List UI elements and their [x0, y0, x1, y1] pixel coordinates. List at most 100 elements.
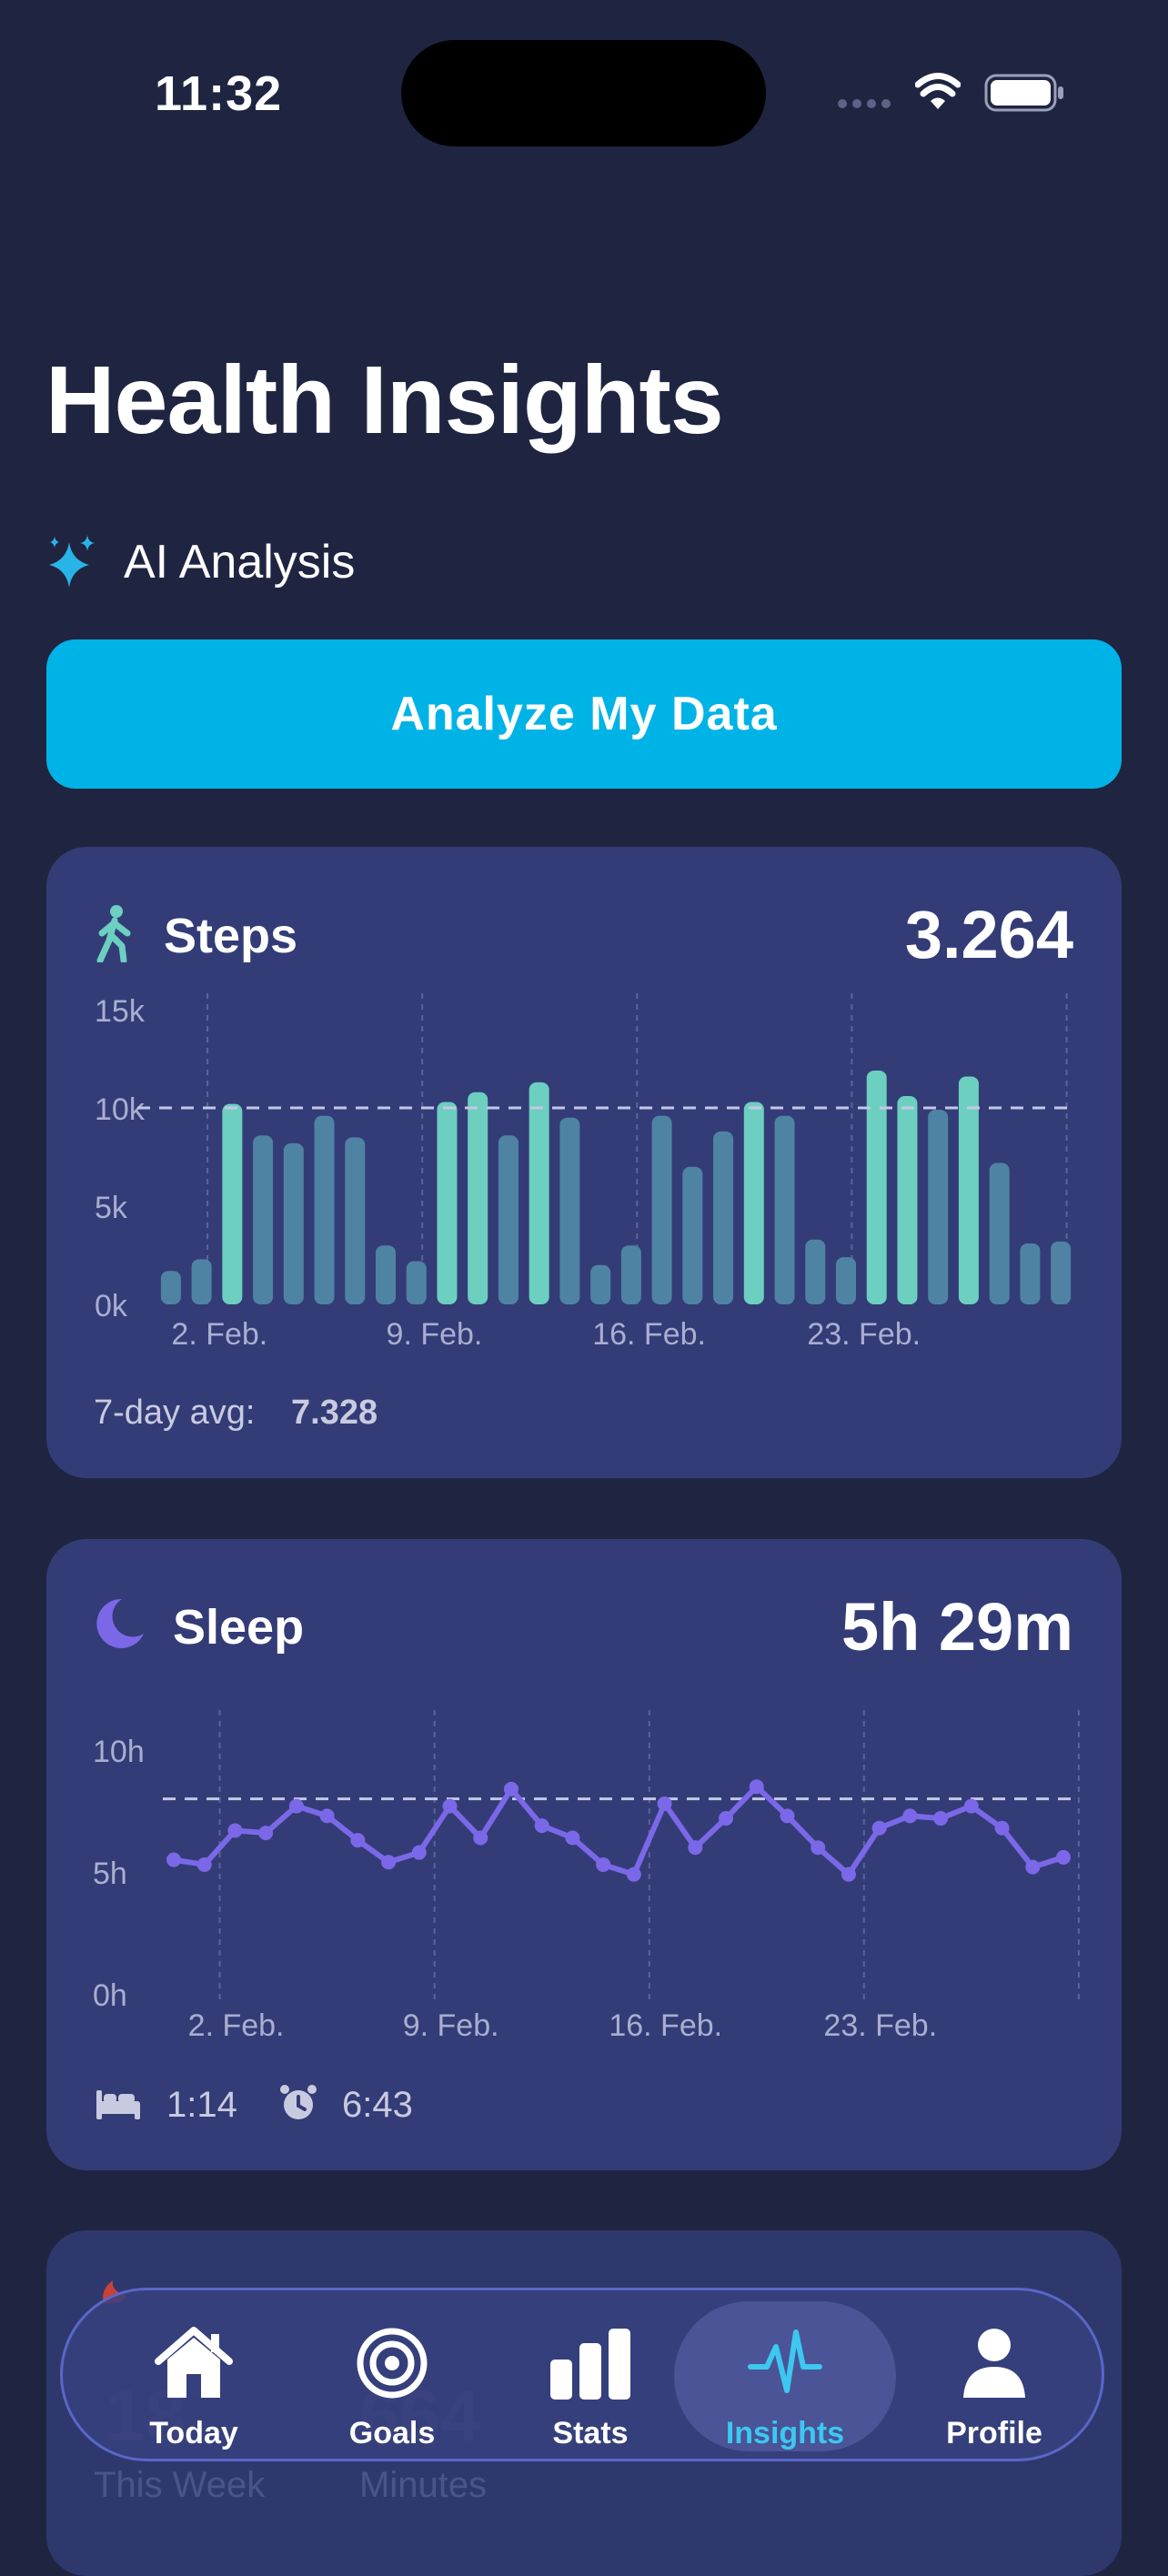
- sleep-point: [688, 1840, 703, 1856]
- steps-bar: [406, 1261, 427, 1304]
- sleep-point: [596, 1857, 611, 1872]
- tab-goals[interactable]: Goals: [292, 2301, 492, 2451]
- steps-x-tick-label: 23. Feb.: [807, 1317, 921, 1352]
- sleep-point: [442, 1798, 458, 1814]
- person-icon: [963, 2329, 1025, 2398]
- sleep-point: [381, 1855, 397, 1870]
- ai-analysis-label: AI Analysis: [124, 536, 356, 589]
- steps-bar: [468, 1092, 488, 1304]
- analyze-data-button[interactable]: Analyze My Data: [46, 639, 1122, 789]
- sleep-point: [780, 1808, 795, 1824]
- this-week-label: This Week: [94, 2465, 266, 2505]
- wifi-icon: [915, 73, 961, 109]
- bed-icon: [96, 2090, 140, 2119]
- sleep-x-tick-label: 2. Feb.: [188, 2008, 285, 2043]
- alarm-clock-icon: [280, 2085, 317, 2119]
- steps-title: Steps: [164, 909, 298, 963]
- sparkles-icon: [49, 535, 95, 588]
- page-title: Health Insights: [45, 347, 724, 454]
- steps-value: 3.264: [904, 897, 1073, 972]
- sleep-point: [1025, 1859, 1041, 1875]
- tab-bar: Today Goals Stats Insights Profile: [60, 2288, 1104, 2461]
- tab-profile-label: Profile: [946, 2416, 1042, 2450]
- steps-bar: [160, 1271, 181, 1304]
- tab-insights-label: Insights: [725, 2416, 845, 2450]
- steps-bar: [743, 1102, 764, 1304]
- steps-y-tick-label: 5k: [95, 1191, 128, 1225]
- sleep-y-tick-label: 10h: [93, 1735, 145, 1769]
- sleep-point: [719, 1811, 734, 1826]
- steps-bar: [805, 1239, 826, 1304]
- sleep-point: [350, 1833, 366, 1848]
- sleep-point: [933, 1811, 949, 1826]
- tab-stats[interactable]: Stats: [490, 2301, 690, 2451]
- tab-profile[interactable]: Profile: [894, 2301, 1094, 2451]
- steps-bar: [345, 1137, 366, 1304]
- steps-y-tick-label: 10k: [95, 1092, 146, 1127]
- sleep-point: [1056, 1849, 1071, 1865]
- moon-icon: [96, 1598, 144, 1648]
- steps-bar: [866, 1070, 887, 1304]
- steps-avg-value: 7.328: [291, 1394, 378, 1432]
- steps-bar: [559, 1117, 580, 1304]
- steps-bar: [958, 1076, 979, 1304]
- steps-bar: [376, 1245, 396, 1304]
- sleep-x-tick-label: 23. Feb.: [823, 2008, 937, 2043]
- house-icon: [155, 2327, 233, 2398]
- sleep-y-tick-label: 5h: [93, 1857, 127, 1891]
- steps-bar: [314, 1115, 335, 1304]
- sleep-point: [227, 1823, 243, 1838]
- steps-bar: [1020, 1243, 1041, 1304]
- steps-bar: [222, 1103, 243, 1304]
- steps-bar: [897, 1096, 918, 1304]
- steps-x-tick-label: 9. Feb.: [387, 1317, 483, 1352]
- steps-y-tick-label: 0k: [95, 1289, 128, 1323]
- sleep-chart: 10h 5h 0h 2. Feb. 9. Feb. 16. Feb. 23. Feb.: [93, 1710, 1080, 2043]
- wake-time-value: 6:43: [342, 2085, 413, 2125]
- tab-stats-label: Stats: [552, 2416, 629, 2450]
- sleep-value: 5h 29m: [841, 1589, 1073, 1665]
- walking-icon: [96, 905, 131, 962]
- steps-bar: [682, 1166, 703, 1304]
- sleep-point: [657, 1796, 672, 1811]
- steps-bar: [928, 1110, 949, 1304]
- steps-chart: 15k 10k 5k 0k 2. Feb. 9. Feb. 16. Feb. 23. Feb.: [95, 993, 1076, 1352]
- pulse-icon: [748, 2329, 822, 2393]
- steps-bar: [437, 1102, 458, 1304]
- minutes-label: Minutes: [359, 2465, 488, 2505]
- sleep-point: [963, 1798, 979, 1814]
- tab-today[interactable]: Today: [94, 2301, 294, 2451]
- sleep-point: [565, 1830, 580, 1846]
- sleep-point: [811, 1840, 826, 1856]
- steps-bar: [529, 1082, 549, 1304]
- sleep-title: Sleep: [173, 1600, 305, 1655]
- tab-goals-label: Goals: [348, 2416, 436, 2450]
- tab-insights[interactable]: Insights: [674, 2301, 896, 2451]
- steps-bar: [836, 1257, 856, 1304]
- battery-icon: [984, 74, 1063, 112]
- sleep-x-tick-label: 16. Feb.: [609, 2008, 722, 2043]
- steps-bar: [620, 1245, 641, 1304]
- steps-bar: [498, 1135, 519, 1304]
- steps-bar: [590, 1264, 611, 1304]
- cellular-signal-icon: [838, 99, 891, 108]
- steps-bar: [774, 1115, 795, 1304]
- sleep-y-tick-label: 0h: [93, 1978, 127, 2013]
- steps-bar: [253, 1135, 274, 1304]
- tab-today-label: Today: [149, 2416, 238, 2450]
- sleep-point: [473, 1830, 488, 1846]
- steps-x-tick-label: 2. Feb.: [171, 1317, 267, 1352]
- sleep-point: [871, 1820, 887, 1836]
- sleep-point: [196, 1857, 212, 1872]
- sleep-point: [411, 1845, 427, 1860]
- sleep-card[interactable]: [46, 1539, 1122, 2170]
- sleep-point: [319, 1808, 335, 1824]
- sleep-point: [534, 1818, 549, 1834]
- bar-chart-icon: [550, 2329, 630, 2400]
- sleep-point: [626, 1867, 641, 1882]
- dynamic-island: [401, 40, 766, 146]
- steps-bar: [1051, 1241, 1072, 1304]
- steps-bar: [283, 1142, 304, 1304]
- sleep-x-tick-label: 9. Feb.: [403, 2008, 499, 2043]
- steps-bar: [713, 1131, 734, 1304]
